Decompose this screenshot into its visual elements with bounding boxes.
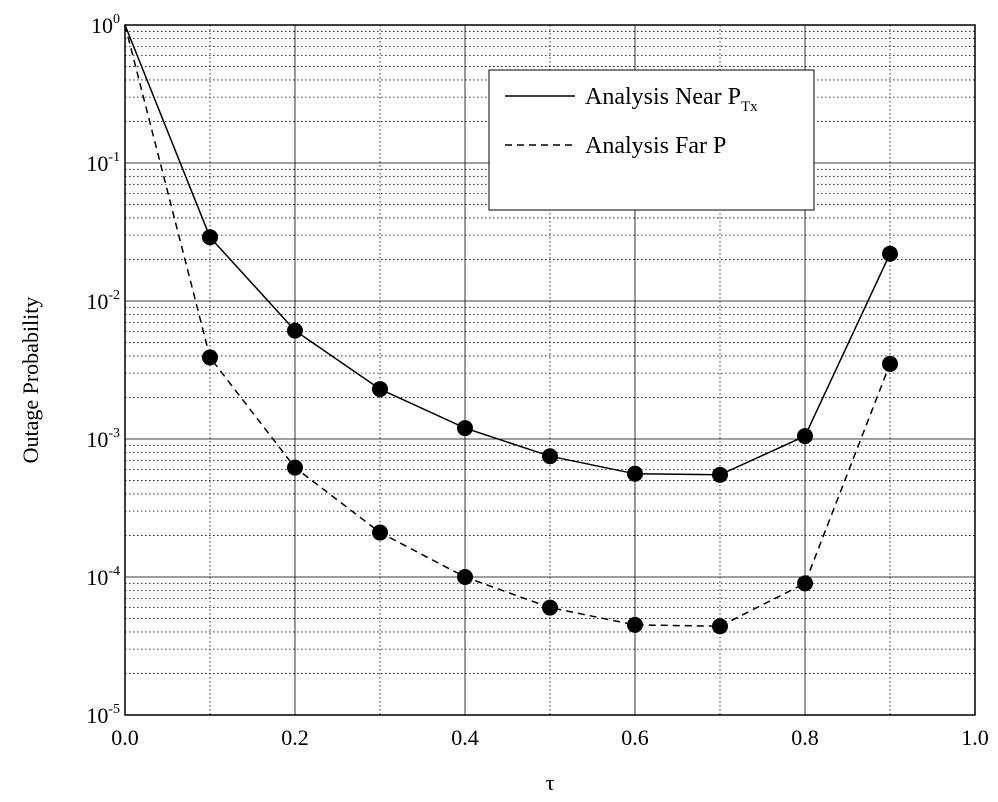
data-point — [797, 428, 813, 445]
y-tick-label: 10-3 — [86, 426, 120, 452]
series-far — [124, 24, 898, 635]
series-line — [124, 24, 891, 627]
series-layer — [124, 24, 898, 635]
data-point — [882, 355, 898, 372]
x-tick-label: 0.8 — [791, 725, 819, 750]
x-tick-label: 0.2 — [281, 725, 309, 750]
plot-area-frame — [124, 24, 976, 716]
data-point — [202, 349, 218, 366]
y-tick-exponent: -2 — [108, 288, 120, 303]
x-tick-label: 1.0 — [961, 725, 989, 750]
y-tick-label: 100 — [91, 12, 120, 38]
legend: Analysis Near PTx Analysis Far P — [488, 69, 815, 211]
grid — [125, 25, 975, 715]
data-point — [372, 381, 388, 398]
x-axis: 0.0 0.2 0.4 0.6 0.8 1.0 — [111, 725, 989, 750]
y-tick-exponent: -3 — [108, 426, 120, 441]
legend-label-near-sub: Tx — [741, 99, 758, 115]
legend-label-far: Analysis Far P — [585, 133, 726, 159]
y-tick-label: 10-2 — [86, 288, 120, 314]
data-point — [542, 448, 558, 465]
x-tick-label: 0.4 — [451, 725, 479, 750]
x-tick-label: 0.6 — [621, 725, 649, 750]
y-tick-base: 10 — [86, 565, 108, 590]
legend-box — [488, 69, 815, 211]
data-point — [287, 459, 303, 476]
legend-label-near-text: Analysis Near P — [585, 84, 741, 110]
data-point — [712, 618, 728, 635]
data-point — [202, 229, 218, 246]
legend-label-near: Analysis Near PTx — [585, 84, 758, 115]
y-tick-exponent: -4 — [108, 564, 120, 579]
data-point — [287, 322, 303, 339]
series-near — [124, 24, 898, 483]
series-line — [124, 24, 891, 476]
data-point — [457, 420, 473, 437]
y-axis-label: Outage Probability — [18, 297, 43, 464]
data-point — [457, 569, 473, 585]
data-point — [542, 599, 558, 616]
x-axis-label: τ — [546, 770, 555, 795]
y-tick-exponent: -5 — [108, 702, 120, 717]
y-tick-exponent: 0 — [113, 12, 120, 27]
data-point — [372, 524, 388, 541]
y-tick-base: 10 — [86, 703, 108, 728]
y-tick-label: 10-5 — [86, 702, 120, 728]
data-point — [712, 466, 728, 483]
data-point — [627, 616, 643, 633]
y-tick-base: 10 — [86, 151, 108, 176]
data-point — [797, 575, 813, 592]
y-tick-label: 10-4 — [86, 564, 120, 590]
y-tick-base: 10 — [86, 427, 108, 452]
y-tick-exponent: -1 — [108, 150, 120, 165]
y-tick-base: 10 — [91, 13, 113, 38]
data-point — [882, 245, 898, 262]
y-tick-label: 10-1 — [86, 150, 120, 176]
data-point — [627, 465, 643, 482]
x-tick-label: 0.0 — [111, 725, 139, 750]
y-tick-base: 10 — [86, 289, 108, 314]
legend-label-far-text: Analysis Far P — [585, 133, 726, 159]
